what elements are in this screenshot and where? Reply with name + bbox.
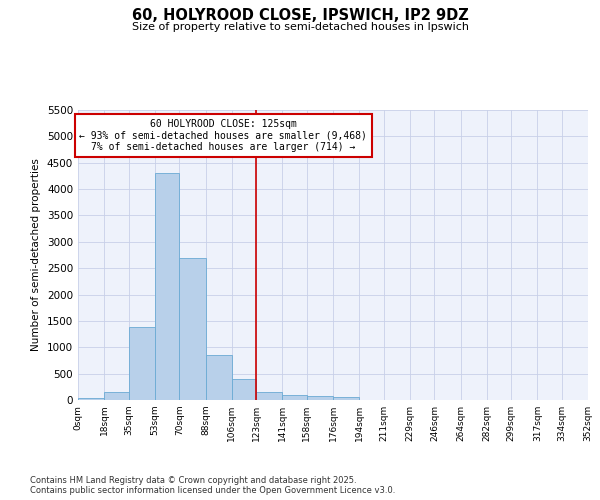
Text: Contains HM Land Registry data © Crown copyright and database right 2025.
Contai: Contains HM Land Registry data © Crown c… (30, 476, 395, 495)
Text: Size of property relative to semi-detached houses in Ipswich: Size of property relative to semi-detach… (131, 22, 469, 32)
Bar (179, 258, 206, 400)
Bar (78, 398, 104, 400)
Bar (129, 327, 155, 400)
Bar (256, 392, 282, 400)
Y-axis label: Number of semi-detached properties: Number of semi-detached properties (31, 158, 41, 352)
Bar (333, 398, 359, 400)
Bar (205, 354, 232, 400)
Bar (282, 394, 307, 400)
Text: 60 HOLYROOD CLOSE: 125sqm
← 93% of semi-detached houses are smaller (9,468)
7% o: 60 HOLYROOD CLOSE: 125sqm ← 93% of semi-… (79, 118, 367, 152)
Text: 60, HOLYROOD CLOSE, IPSWICH, IP2 9DZ: 60, HOLYROOD CLOSE, IPSWICH, IP2 9DZ (131, 8, 469, 22)
Bar (232, 379, 256, 400)
Bar (155, 174, 179, 400)
Bar (307, 396, 333, 400)
Bar (104, 392, 129, 400)
